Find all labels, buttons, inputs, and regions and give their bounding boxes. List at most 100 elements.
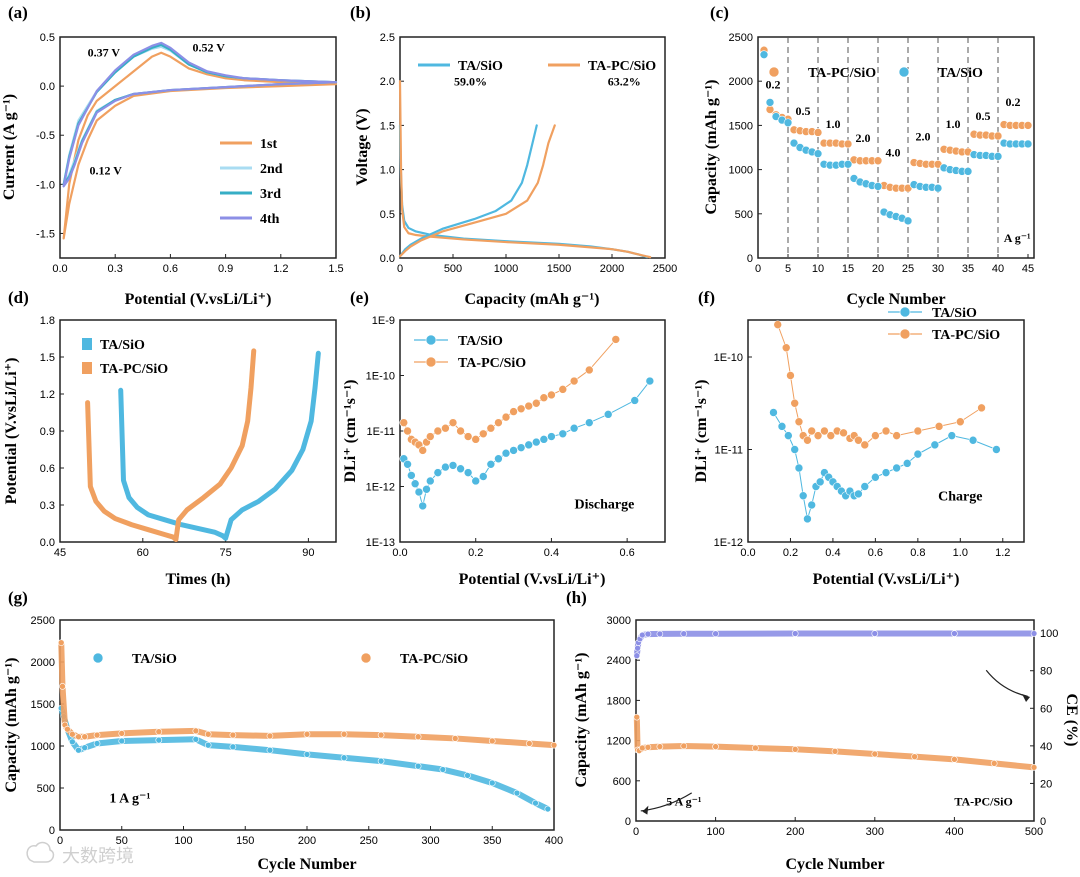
- data-point: [539, 393, 549, 403]
- x-tick-label: 1.0: [953, 547, 968, 559]
- data-point: [478, 472, 488, 481]
- data-point: [532, 799, 539, 807]
- data-point: [118, 730, 126, 737]
- x-tick-label: 0.9: [218, 263, 233, 275]
- data-point: [584, 418, 594, 427]
- data-point: [524, 401, 534, 411]
- y-tick-label: 1500: [31, 699, 55, 711]
- y-tick-label: 0.9: [40, 426, 55, 438]
- x-tick-label: 90: [302, 547, 314, 559]
- legend-label: TA/SiO: [100, 338, 145, 353]
- y-tick-label: 1500: [729, 120, 753, 132]
- data-point: [993, 152, 1003, 161]
- data-point: [494, 418, 503, 427]
- data-point: [509, 446, 518, 455]
- x-tick-label: 0.8: [910, 547, 925, 559]
- x-tick-label: 1.2: [995, 547, 1010, 559]
- data-point: [712, 630, 719, 638]
- y-tick-label: 500: [37, 783, 55, 795]
- data-point: [516, 404, 526, 414]
- data-point: [425, 432, 435, 441]
- data-point: [815, 477, 825, 487]
- x-tick-label: 0.4: [825, 547, 840, 559]
- x-tick-label: 500: [1025, 826, 1043, 838]
- chart-panel-h: (h)0 100 200 300 400 500060012001800240030000…: [566, 588, 1080, 873]
- x-axis-title: Cycle Number: [257, 856, 356, 873]
- data-point: [786, 371, 795, 380]
- data-point: [871, 472, 880, 482]
- y-tick-label: 3000: [607, 615, 631, 627]
- data-point: [558, 385, 568, 394]
- data-point: [471, 476, 481, 486]
- legend-marker: [360, 652, 372, 664]
- data-point: [873, 156, 883, 166]
- data-point: [854, 489, 863, 499]
- data-point: [539, 435, 549, 444]
- data-point: [81, 733, 88, 741]
- legend-marker: [425, 356, 437, 368]
- x-tick-label: 35: [962, 263, 974, 275]
- watermark-logo-icon: [26, 841, 55, 863]
- y-axis-title: Voltage (V): [354, 108, 371, 185]
- x-axis-title: Potential (V.vsLi/Li⁺): [459, 571, 606, 588]
- y-tick-label: 2500: [729, 32, 753, 44]
- data-point: [266, 732, 274, 740]
- x-tick-label: 60: [137, 547, 149, 559]
- series-line: [118, 350, 321, 541]
- data-point: [303, 751, 311, 758]
- data-point: [57, 639, 65, 646]
- annotation-label: 5 A g⁻¹: [666, 795, 702, 809]
- x-tick-label: 1.5: [328, 263, 343, 275]
- data-point: [1023, 139, 1033, 149]
- y-tick-label: 0: [49, 825, 55, 837]
- data-point: [155, 728, 163, 736]
- x-tick-label: 1000: [494, 263, 518, 275]
- plot-frame: [635, 619, 1035, 822]
- data-point: [947, 431, 957, 440]
- watermark-text: 大数跨境: [62, 846, 134, 867]
- x-tick-label: 5: [785, 263, 791, 275]
- data-point: [930, 440, 940, 450]
- data-point: [377, 731, 385, 739]
- x-tick-label: 400: [945, 826, 963, 838]
- data-point: [630, 396, 640, 405]
- y-right-tick-label: 60: [1040, 703, 1052, 715]
- rate-label: 0.5: [976, 109, 991, 123]
- x-tick-label: 30: [932, 263, 944, 275]
- data-point: [813, 149, 823, 158]
- x-tick-label: 0: [633, 826, 639, 838]
- series-line: [398, 80, 652, 259]
- data-point: [1023, 121, 1033, 130]
- panel-label: (a): [8, 3, 28, 22]
- series-line: [398, 124, 556, 258]
- data-point: [807, 426, 816, 436]
- data-point: [881, 426, 891, 436]
- data-point: [513, 789, 521, 797]
- x-tick-label: 50: [116, 835, 128, 847]
- data-point: [418, 446, 428, 455]
- x-tick-label: 0: [397, 263, 403, 275]
- data-point: [584, 365, 594, 375]
- data-point: [59, 683, 66, 690]
- data-point: [399, 418, 409, 427]
- data-point: [993, 131, 1003, 141]
- data-point: [860, 440, 870, 450]
- series-band: [633, 714, 1037, 771]
- series-band: [633, 630, 1037, 659]
- data-point: [414, 733, 422, 741]
- x-tick-label: 0.2: [468, 547, 483, 559]
- y-tick-label: 0.5: [40, 32, 55, 44]
- y-tick-label: 1000: [31, 741, 55, 753]
- plot-frame: [757, 36, 1035, 259]
- x-tick-label: 300: [866, 826, 884, 838]
- y-tick-label: 1000: [729, 165, 753, 177]
- legend-label: 2nd: [260, 162, 283, 177]
- data-point: [451, 735, 459, 742]
- y-tick-label: 1.0: [380, 165, 395, 177]
- y-tick-label: 0.0: [40, 81, 55, 93]
- data-point: [777, 422, 787, 431]
- panel-label: (g): [8, 588, 28, 607]
- y-axis-title: Potential (V.vsLi/Li⁺): [3, 358, 20, 505]
- data-point: [794, 463, 804, 473]
